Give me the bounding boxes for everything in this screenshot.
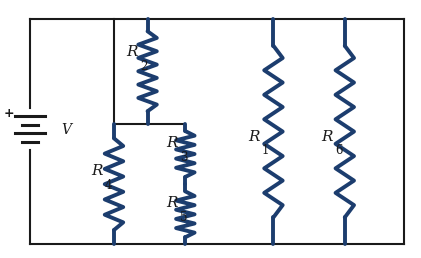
Text: R: R [127,45,138,59]
Text: V: V [61,123,72,138]
Text: 1: 1 [262,144,269,157]
Text: +: + [4,107,14,120]
Text: R: R [322,130,333,144]
Text: 3: 3 [180,151,187,164]
Text: R: R [248,130,260,144]
Text: 5: 5 [180,211,187,224]
Text: R: R [166,196,178,211]
Text: R: R [166,136,178,150]
Text: R: R [91,164,102,178]
Text: 2: 2 [140,60,147,73]
Text: 4: 4 [104,179,112,192]
Text: 6: 6 [335,144,343,157]
